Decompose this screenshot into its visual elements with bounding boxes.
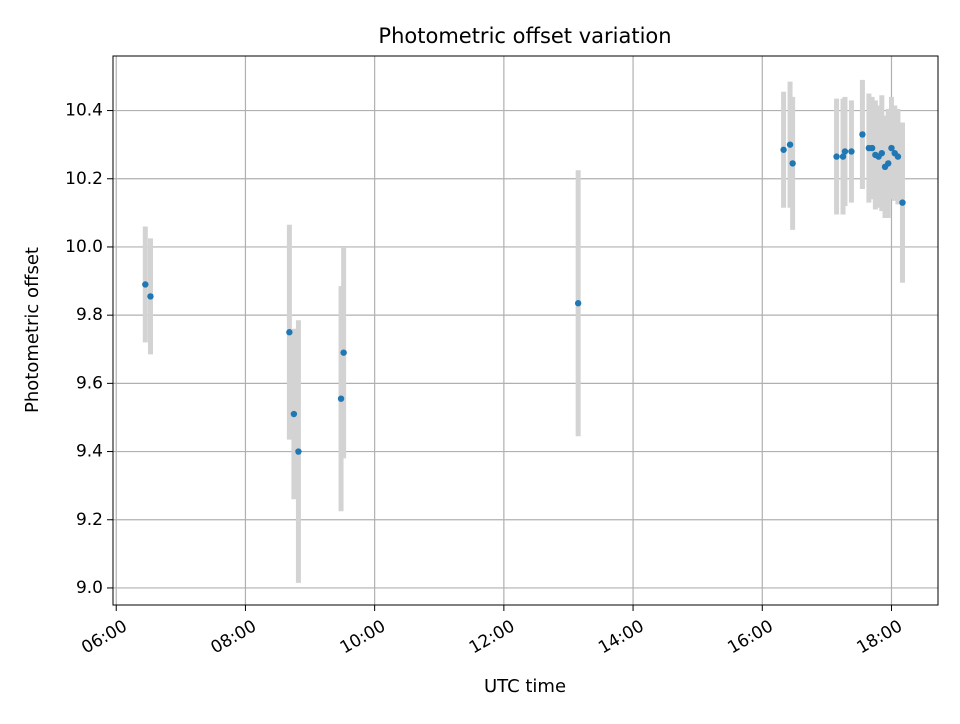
data-point (878, 149, 885, 157)
y-tick-label: 10.4 (65, 101, 103, 121)
data-point (868, 144, 876, 152)
data-point (290, 410, 298, 418)
data-point (839, 153, 847, 160)
data-point (780, 146, 787, 153)
y-tick-label: 9.0 (76, 578, 103, 598)
y-tick-label: 10.2 (65, 169, 103, 189)
data-point (295, 448, 302, 455)
data-point (142, 281, 149, 288)
data-point (147, 293, 154, 300)
data-point (574, 300, 582, 307)
data-point (337, 395, 345, 402)
data-point (859, 131, 866, 138)
y-axis-label: Photometric offset (22, 247, 43, 413)
y-axis-ticks: 9.0 9.2 9.4 9.6 9.8 10.0 10.2 10.4 (65, 101, 113, 598)
data-point (786, 141, 794, 148)
y-tick-label: 9.4 (76, 442, 103, 462)
x-axis-label: UTC time (484, 676, 566, 697)
grid-lines (113, 56, 938, 605)
data-point (841, 148, 849, 155)
data-point (888, 144, 895, 152)
data-point (899, 199, 906, 206)
chart-title: Photometric offset variation (378, 24, 671, 48)
data-point (885, 160, 892, 167)
data-point (833, 153, 840, 160)
data-point (894, 153, 902, 160)
data-point (340, 349, 347, 356)
data-points (142, 131, 906, 455)
y-tick-label: 9.8 (76, 305, 103, 325)
data-point (286, 329, 293, 336)
data-point (848, 148, 855, 155)
y-tick-label: 10.0 (65, 237, 103, 257)
data-point (789, 160, 796, 167)
plot-frame (112, 55, 939, 606)
y-tick-label: 9.2 (76, 510, 103, 530)
y-tick-label: 9.6 (76, 373, 103, 393)
